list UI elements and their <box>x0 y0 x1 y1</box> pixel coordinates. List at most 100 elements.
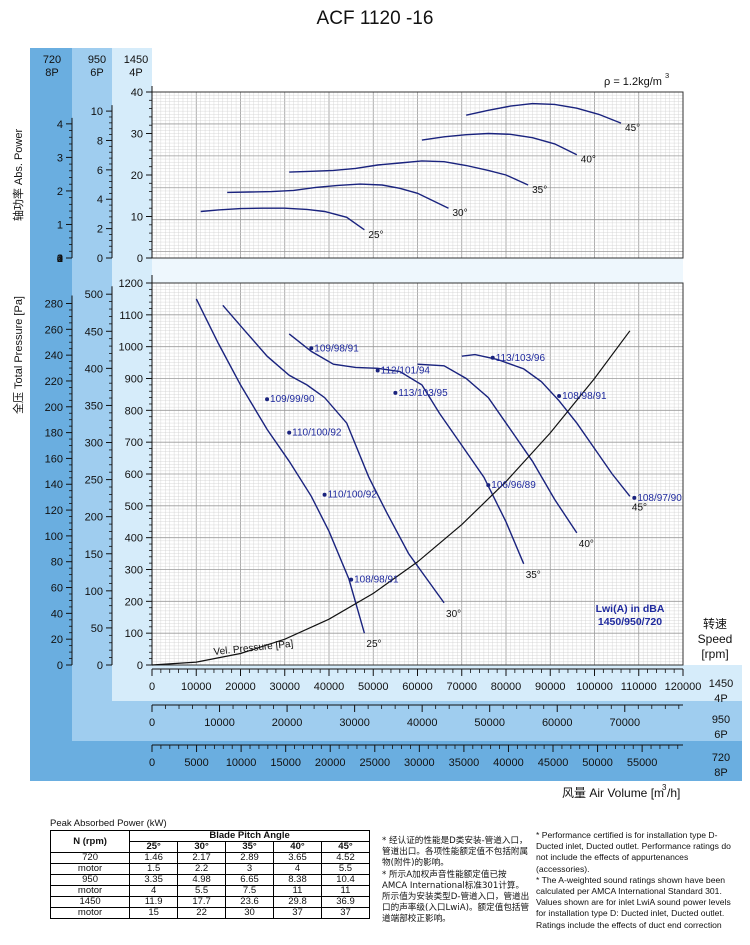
flow-axis-poles: 8P <box>714 767 727 779</box>
axis-tick-label: 40000 <box>314 681 345 693</box>
axis-tick-label: 90000 <box>535 681 566 693</box>
axis-tick-label: 70000 <box>446 681 477 693</box>
power-curve-label: 30° <box>452 208 467 219</box>
axis-tick-label: 40000 <box>407 717 438 729</box>
band-720 <box>30 48 72 781</box>
power-speed-header: 1450 <box>124 54 148 66</box>
axis-tick-label: 50000 <box>582 757 613 769</box>
power-curve-25° <box>200 207 365 231</box>
gap-band <box>152 258 683 283</box>
angle-header: 35° <box>225 841 275 853</box>
axis-tick-label: 30000 <box>404 757 435 769</box>
axis-tick-label: 50000 <box>474 717 505 729</box>
axis-tick-label: 80 <box>51 557 63 569</box>
axis-tick-label: 20000 <box>272 717 303 729</box>
table-cell: 23.6 <box>225 896 275 908</box>
flow-axis-poles: 6P <box>714 729 727 741</box>
axis-tick-label: 400 <box>85 363 103 375</box>
table-cell: 1.46 <box>129 852 179 864</box>
chart-title: ACF 1120 -16 <box>316 8 434 29</box>
row-label: motor <box>49 907 131 919</box>
axis-tick-label: 200 <box>125 596 143 608</box>
density-sup: 3 <box>665 71 669 80</box>
table-cell: 11.9 <box>129 896 179 908</box>
sound-level-label: 112/101/94 <box>381 366 431 377</box>
sound-level-label: 110/100/92 <box>292 428 342 439</box>
axis-tick-label: 500 <box>125 501 143 513</box>
axis-tick-label: 8 <box>97 135 103 147</box>
axis-tick-label: 220 <box>45 376 63 388</box>
flow-axis-speed: 950 <box>712 714 730 726</box>
axis-tick-label: 0 <box>97 253 103 265</box>
pressure-axis-950 <box>106 286 113 666</box>
axis-tick-label: 140 <box>45 479 63 491</box>
table-cell: 11 <box>273 885 322 897</box>
axis-tick-label: 0 <box>149 681 155 693</box>
row-label: 950 <box>49 874 131 886</box>
axis-tick-label: 0 <box>57 253 63 265</box>
axis-tick-label: 30000 <box>339 717 370 729</box>
axis-tick-label: 600 <box>125 469 143 481</box>
power-table-header-group: Blade Pitch Angle <box>129 830 370 842</box>
axis-tick-label: 15000 <box>270 757 301 769</box>
notes-chinese: * 经认证的性能是D类安装-管道入口，管道出口。各项性能额定值不包括附属物(附件… <box>382 836 530 926</box>
table-cell: 17.7 <box>177 896 227 908</box>
sound-level-label: 108/98/91 <box>354 575 399 586</box>
note-cn-1: * 经认证的性能是D类安装-管道入口，管道出口。各项性能额定值不包括附属物(附件… <box>382 836 529 869</box>
axis-tick-label: 70000 <box>609 717 640 729</box>
power-axis-720 <box>66 117 73 259</box>
axis-tick-label: 60000 <box>542 717 573 729</box>
axis-tick-label: 0 <box>57 660 63 672</box>
axis-tick-label: 60000 <box>402 681 433 693</box>
row-label: 1450 <box>49 896 131 908</box>
table-cell: 6.65 <box>225 874 275 886</box>
axis-tick-label: 200 <box>85 512 103 524</box>
flow-axis-1450 <box>151 668 684 676</box>
power-table-header-n: N (rpm) <box>49 830 131 853</box>
sound-level-label: 113/103/95 <box>398 388 448 399</box>
power-curve-label: 35° <box>532 185 547 196</box>
axis-tick-label: 500 <box>85 289 103 301</box>
axis-tick-label: 0 <box>137 660 143 672</box>
table-row: 1450 11.9 17.7 23.6 29.8 36.9 <box>49 896 371 908</box>
axis-tick-label: 3 <box>57 253 63 265</box>
axis-tick-label: 0 <box>97 660 103 672</box>
band-720-h <box>30 741 742 781</box>
axis-tick-label: 4 <box>57 253 63 265</box>
note-en-2: * The A-weighted sound ratings shown hav… <box>536 874 731 930</box>
note-en-1: * Performance certified is for installat… <box>536 830 731 874</box>
band-950-h <box>72 701 742 741</box>
axis-tick-label: 25000 <box>359 757 390 769</box>
power-poles-header: 8P <box>45 67 58 79</box>
sound-point <box>265 397 270 402</box>
axis-tick-label: 100000 <box>576 681 613 693</box>
sound-point <box>393 390 398 395</box>
axis-tick-label: 280 <box>45 298 63 310</box>
table-cell: 10.4 <box>320 874 371 886</box>
axis-tick-label: 240 <box>45 350 63 362</box>
table-cell: 4.98 <box>177 874 227 886</box>
axis-tick-label: 4 <box>97 194 103 206</box>
axis-tick-label: 45000 <box>538 757 569 769</box>
axis-tick-label: 20000 <box>225 681 256 693</box>
pressure-axis-1450 <box>146 275 153 666</box>
table-cell: 1.5 <box>129 863 179 875</box>
sound-point <box>322 492 327 497</box>
flow-axis-720 <box>151 744 683 752</box>
power-grid <box>151 91 684 259</box>
band-950 <box>72 48 112 741</box>
sound-level-label: 106/96/89 <box>491 480 536 491</box>
power-curve-45° <box>466 102 622 124</box>
density-label: ρ = 1.2kg/m <box>604 76 662 88</box>
sound-level-label: 108/98/91 <box>562 391 607 402</box>
table-cell: 7.5 <box>225 885 275 897</box>
pressure-curve-25° <box>195 298 366 634</box>
speed-label-cn: 转速 <box>703 616 727 631</box>
power-poles-header: 4P <box>129 67 142 79</box>
axis-tick-label: 20 <box>51 634 63 646</box>
x-axis-label-end: /h] <box>667 786 680 800</box>
table-cell: 4 <box>129 885 179 897</box>
x-axis-label: 风量 Air Volume [m <box>562 786 664 800</box>
axis-tick-label: 160 <box>45 453 63 465</box>
pressure-curve-label: 25° <box>366 639 381 650</box>
